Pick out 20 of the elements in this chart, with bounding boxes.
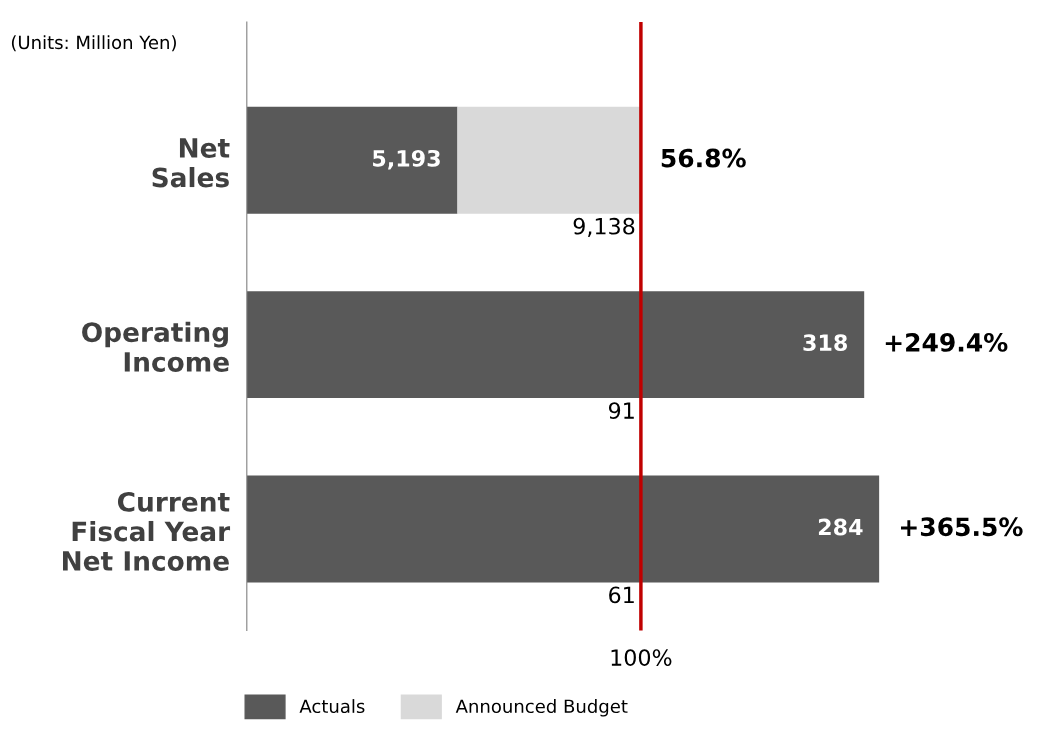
annotation: 91: [608, 402, 634, 419]
bar: [246, 106, 458, 214]
annotation: +249.4%: [885, 332, 1008, 352]
annotation: +365.5%: [901, 517, 1023, 537]
annotation: 5,193: [373, 149, 440, 170]
bar: [457, 106, 641, 214]
annotation: 284: [818, 518, 863, 536]
legend-label: Announced Budget: [455, 699, 628, 717]
y-tick-label: Operating Income: [82, 321, 229, 372]
bar: [246, 291, 865, 399]
y-tick-label: Current Fiscal Year Net Income: [63, 491, 231, 571]
annotation: 56.8%: [661, 148, 746, 168]
bar: [246, 475, 880, 583]
text: (Units: Million Yen): [11, 35, 176, 52]
annotation: 9,138: [573, 217, 635, 237]
annotation: 318: [803, 334, 847, 352]
annotation: 61: [609, 586, 634, 604]
y-tick-label: Net Sales: [152, 138, 230, 188]
text: 100%: [611, 649, 672, 667]
legend-label: Actuals: [299, 699, 365, 714]
